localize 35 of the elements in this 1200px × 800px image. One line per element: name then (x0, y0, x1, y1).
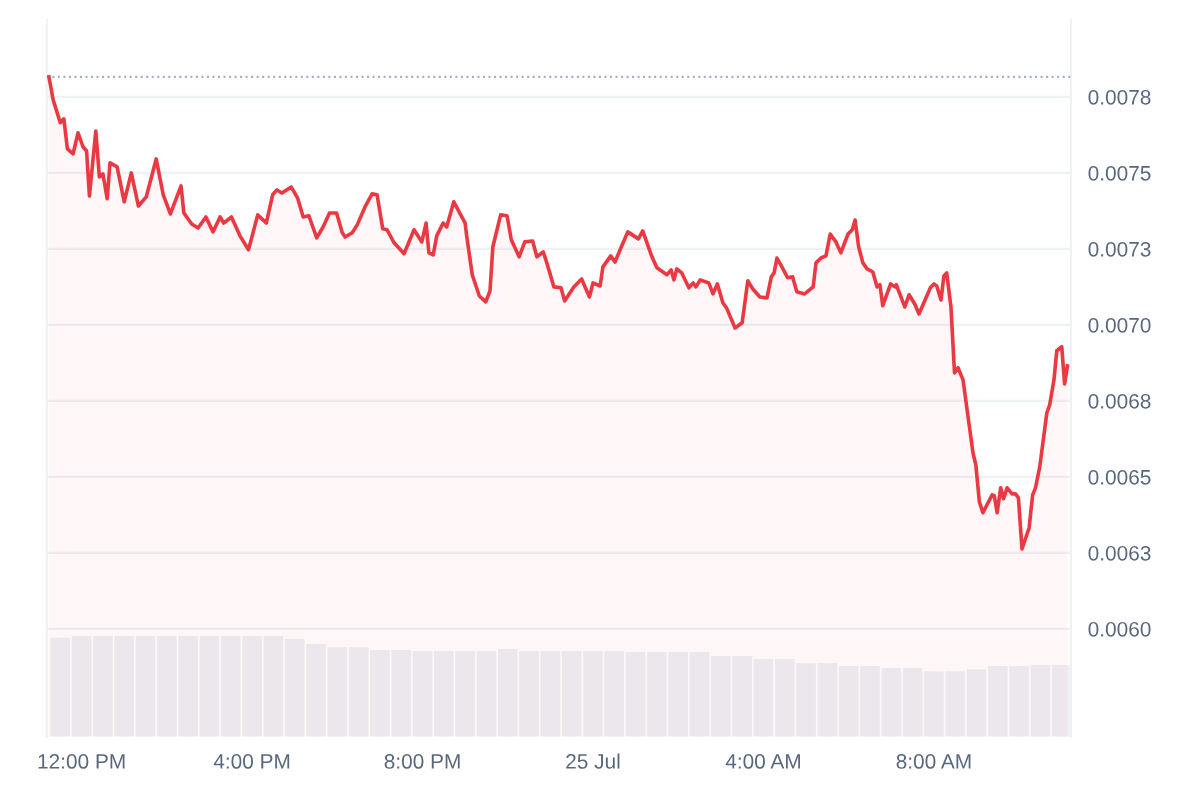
bar (753, 659, 774, 737)
x-tick-label: 4:00 PM (213, 754, 290, 769)
y-tick-label: 0.0070 (1088, 317, 1151, 333)
bar (838, 666, 859, 737)
bar (71, 635, 92, 737)
x-tick-label: 4:00 AM (725, 754, 800, 769)
bar (966, 669, 987, 737)
bar (881, 668, 902, 737)
y-tick-label: 0.0068 (1088, 393, 1151, 409)
bar (135, 635, 156, 737)
x-tick-label: 12:00 PM (38, 754, 125, 769)
bar (199, 635, 220, 737)
bar (348, 646, 369, 737)
bar (689, 651, 710, 737)
bar (860, 666, 880, 737)
y-tick-label: 0.0065 (1088, 469, 1151, 485)
bar (1030, 665, 1051, 737)
bar (412, 650, 433, 737)
y-tick-label: 0.0073 (1088, 241, 1151, 257)
x-tick-label: 25 Jul (566, 753, 620, 769)
bar (902, 668, 923, 737)
bar (284, 638, 305, 737)
bar (263, 635, 284, 737)
x-tick-label: 8:00 AM (896, 754, 971, 769)
bar (50, 637, 71, 737)
bar (476, 650, 497, 737)
y-tick-label: 0.0075 (1088, 165, 1151, 181)
bar (625, 651, 646, 737)
bar (561, 650, 582, 737)
y-tick-label: 0.0078 (1088, 89, 1151, 105)
y-tick-label: 0.0060 (1088, 621, 1151, 637)
bar (540, 650, 561, 737)
x-tick-label: 8:00 PM (384, 754, 460, 769)
bar (817, 663, 838, 737)
y-tick-label: 0.0063 (1088, 545, 1151, 561)
